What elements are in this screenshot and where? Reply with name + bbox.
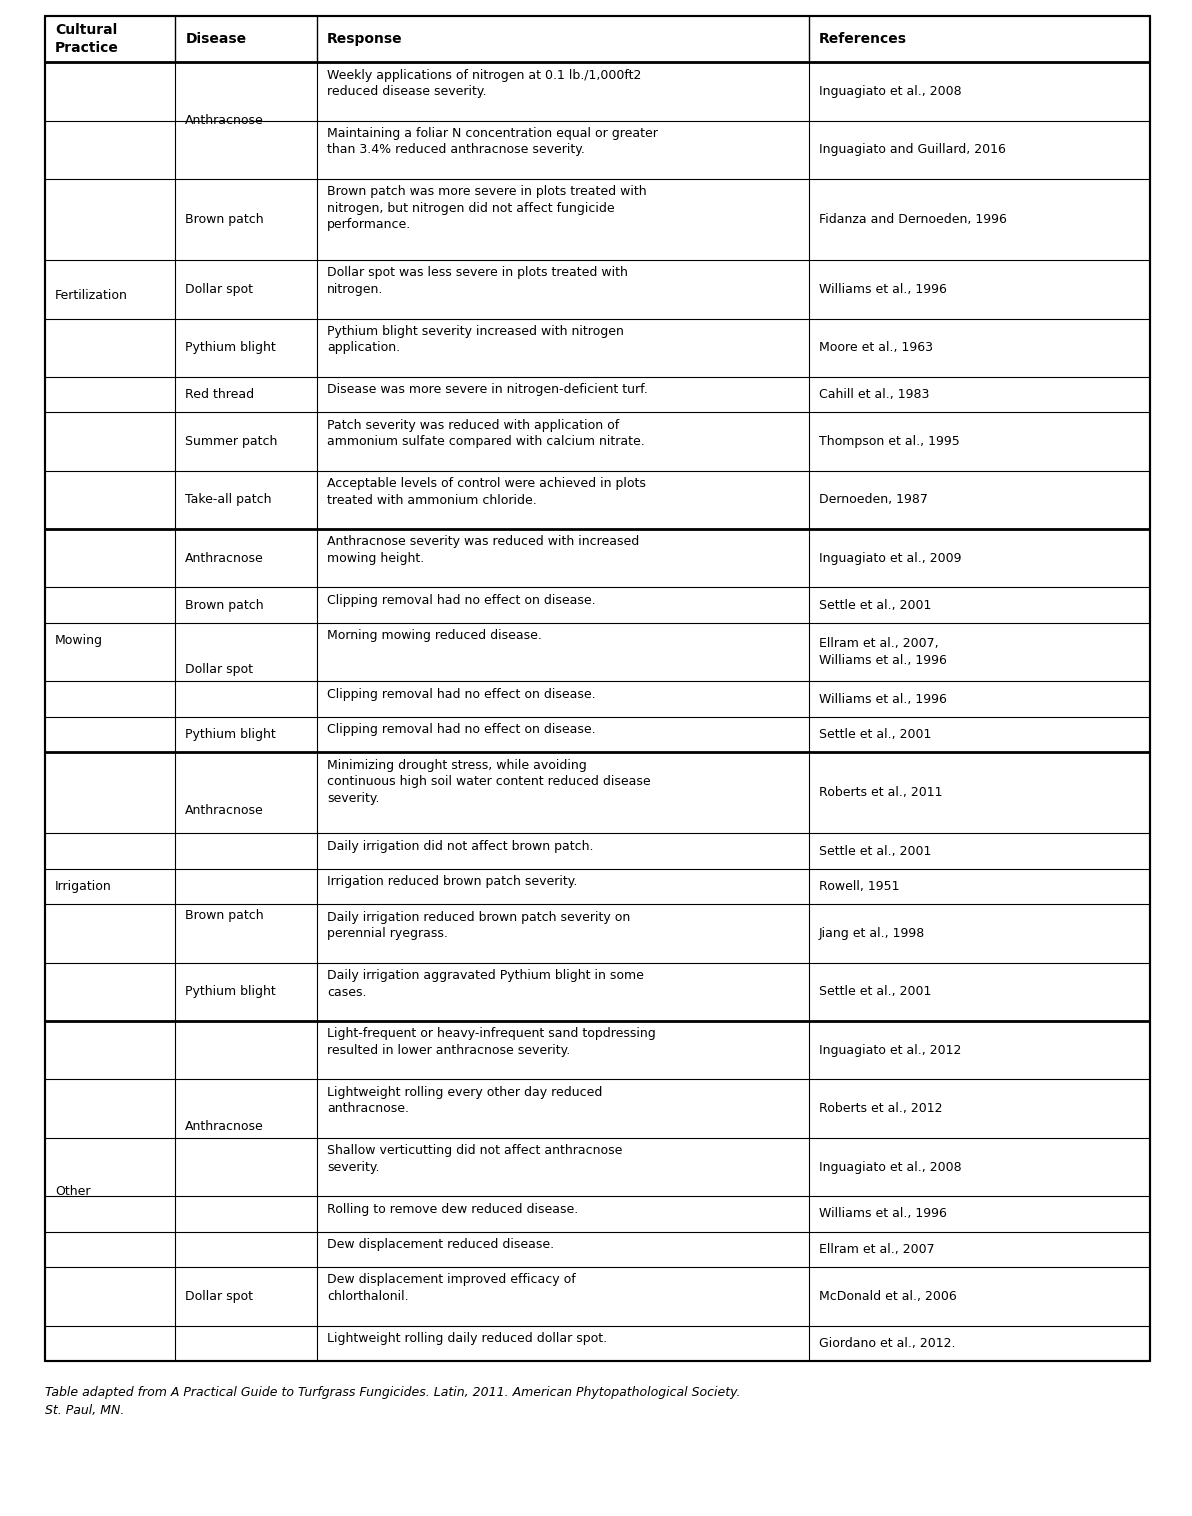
Text: Settle et al., 2001: Settle et al., 2001 [819,728,931,741]
Text: Clipping removal had no effect on disease.: Clipping removal had no effect on diseas… [327,688,596,700]
Bar [45,17,1150,1361]
Text: Daily irrigation aggravated Pythium blight in some
cases.: Daily irrigation aggravated Pythium blig… [327,969,644,999]
Text: Rowell, 1951: Rowell, 1951 [819,881,899,893]
Text: Pythium blight severity increased with nitrogen
application.: Pythium blight severity increased with n… [327,324,623,355]
Text: Williams et al., 1996: Williams et al., 1996 [819,693,946,705]
Text: Inguagiato et al., 2012: Inguagiato et al., 2012 [819,1045,961,1057]
Text: Mowing: Mowing [55,634,103,647]
Text: Other: Other [55,1184,91,1198]
Text: Inguagiato et al., 2009: Inguagiato et al., 2009 [819,552,961,565]
Text: Settle et al., 2001: Settle et al., 2001 [819,599,931,611]
Text: Dollar spot: Dollar spot [186,664,254,676]
Text: Roberts et al., 2012: Roberts et al., 2012 [819,1102,942,1116]
Text: Dew displacement improved efficacy of
chlorthalonil.: Dew displacement improved efficacy of ch… [327,1273,576,1302]
Text: Acceptable levels of control were achieved in plots
treated with ammonium chlori: Acceptable levels of control were achiev… [327,478,646,506]
Text: Dollar spot: Dollar spot [186,283,254,296]
Text: Anthracnose: Anthracnose [186,552,265,565]
Text: Disease: Disease [186,32,247,45]
Text: Fertilization: Fertilization [55,290,128,302]
Text: Clipping removal had no effect on disease.: Clipping removal had no effect on diseas… [327,723,596,737]
Text: Irrigation: Irrigation [55,881,112,893]
Text: Giordano et al., 2012.: Giordano et al., 2012. [819,1337,955,1349]
Text: Lightweight rolling daily reduced dollar spot.: Lightweight rolling daily reduced dollar… [327,1333,607,1345]
Text: Pythium blight: Pythium blight [186,341,277,355]
Text: Disease was more severe in nitrogen-deficient turf.: Disease was more severe in nitrogen-defi… [327,384,647,396]
Text: Brown patch was more severe in plots treated with
nitrogen, but nitrogen did not: Brown patch was more severe in plots tre… [327,185,646,232]
Text: Anthracnose severity was reduced with increased
mowing height.: Anthracnose severity was reduced with in… [327,535,639,565]
Text: Red thread: Red thread [186,388,255,402]
Text: Dollar spot: Dollar spot [186,1290,254,1302]
Text: Pythium blight: Pythium blight [186,728,277,741]
Text: Maintaining a foliar N concentration equal or greater
than 3.4% reduced anthracn: Maintaining a foliar N concentration equ… [327,127,658,156]
Text: Daily irrigation reduced brown patch severity on
perennial ryegrass.: Daily irrigation reduced brown patch sev… [327,911,631,940]
Text: Take-all patch: Take-all patch [186,493,272,506]
Text: Fidanza and Dernoeden, 1996: Fidanza and Dernoeden, 1996 [819,214,1006,226]
Text: Brown patch: Brown patch [186,214,263,226]
Text: Dollar spot was less severe in plots treated with
nitrogen.: Dollar spot was less severe in plots tre… [327,267,628,296]
Text: Inguagiato and Guillard, 2016: Inguagiato and Guillard, 2016 [819,144,1005,156]
Text: Cahill et al., 1983: Cahill et al., 1983 [819,388,929,402]
Text: Roberts et al., 2011: Roberts et al., 2011 [819,787,942,799]
Text: Moore et al., 1963: Moore et al., 1963 [819,341,932,355]
Text: Anthracnose: Anthracnose [186,803,265,817]
Text: Cultural
Practice: Cultural Practice [55,23,119,55]
Text: Morning mowing reduced disease.: Morning mowing reduced disease. [327,629,541,643]
Text: Shallow verticutting did not affect anthracnose
severity.: Shallow verticutting did not affect anth… [327,1145,622,1173]
Text: Dernoeden, 1987: Dernoeden, 1987 [819,493,927,506]
Text: Minimizing drought stress, while avoiding
continuous high soil water content red: Minimizing drought stress, while avoidin… [327,758,651,805]
Text: Settle et al., 2001: Settle et al., 2001 [819,985,931,999]
Text: Daily irrigation did not affect brown patch.: Daily irrigation did not affect brown pa… [327,840,594,854]
Text: Dew displacement reduced disease.: Dew displacement reduced disease. [327,1239,554,1251]
Text: Summer patch: Summer patch [186,435,278,449]
Text: Brown patch: Brown patch [186,910,263,922]
Text: McDonald et al., 2006: McDonald et al., 2006 [819,1290,956,1302]
Text: Williams et al., 1996: Williams et al., 1996 [819,1207,946,1220]
Text: Table adapted from A Practical Guide to Turfgrass Fungicides. Latin, 2011. Ameri: Table adapted from A Practical Guide to … [45,1386,740,1417]
Text: Ellram et al., 2007: Ellram et al., 2007 [819,1243,935,1255]
Text: Anthracnose: Anthracnose [186,114,265,127]
Text: Clipping removal had no effect on disease.: Clipping removal had no effect on diseas… [327,594,596,606]
Text: Irrigation reduced brown patch severity.: Irrigation reduced brown patch severity. [327,875,577,888]
Text: Williams et al., 1996: Williams et al., 1996 [819,283,946,296]
Text: Inguagiato et al., 2008: Inguagiato et al., 2008 [819,1161,961,1173]
Text: Inguagiato et al., 2008: Inguagiato et al., 2008 [819,85,961,99]
Text: Thompson et al., 1995: Thompson et al., 1995 [819,435,960,449]
Text: Pythium blight: Pythium blight [186,985,277,999]
Text: Ellram et al., 2007,
Williams et al., 1996: Ellram et al., 2007, Williams et al., 19… [819,637,946,667]
Text: Lightweight rolling every other day reduced
anthracnose.: Lightweight rolling every other day redu… [327,1085,602,1116]
Text: Brown patch: Brown patch [186,599,263,611]
Text: Settle et al., 2001: Settle et al., 2001 [819,844,931,858]
Text: Jiang et al., 1998: Jiang et al., 1998 [819,928,925,940]
Text: Light-frequent or heavy-infrequent sand topdressing
resulted in lower anthracnos: Light-frequent or heavy-infrequent sand … [327,1028,656,1057]
Text: Weekly applications of nitrogen at 0.1 lb./1,000ft2
reduced disease severity.: Weekly applications of nitrogen at 0.1 l… [327,68,641,99]
Text: Response: Response [327,32,403,45]
Text: References: References [819,32,907,45]
Text: Patch severity was reduced with application of
ammonium sulfate compared with ca: Patch severity was reduced with applicat… [327,418,645,449]
Text: Rolling to remove dew reduced disease.: Rolling to remove dew reduced disease. [327,1202,578,1216]
Text: Anthracnose: Anthracnose [186,1120,265,1132]
